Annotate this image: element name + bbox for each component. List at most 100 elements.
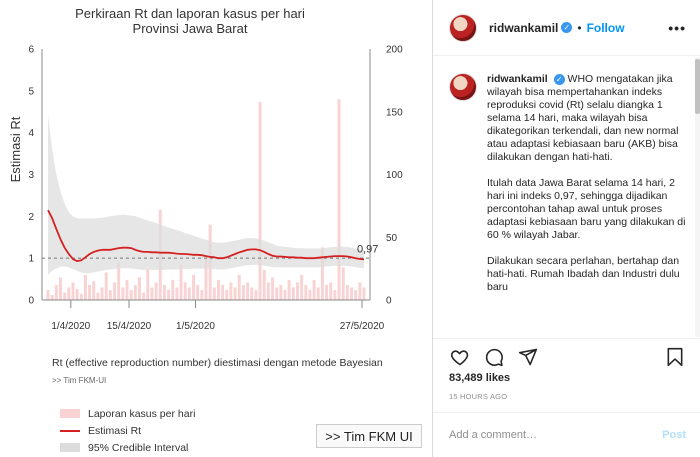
case-bar xyxy=(113,282,117,300)
y2-tick-label: 0 xyxy=(386,296,392,307)
separator-dot: • xyxy=(577,20,582,35)
caption-comment: ridwankamil ✓ WHO mengatakan jika wilaya… xyxy=(449,73,687,294)
case-bar xyxy=(237,274,241,300)
verified-icon: ✓ xyxy=(561,22,573,33)
case-bar xyxy=(233,287,237,300)
comment-input[interactable] xyxy=(449,429,649,441)
case-bar xyxy=(117,262,121,300)
share-icon[interactable] xyxy=(517,346,539,368)
y-tick-label: 4 xyxy=(28,128,34,139)
case-bar xyxy=(71,282,75,300)
more-options-button[interactable]: ••• xyxy=(668,19,686,36)
legend-swatch-ci xyxy=(60,443,80,452)
case-bar xyxy=(275,287,279,300)
case-bar xyxy=(320,247,324,300)
x-tick-label: 15/4/2020 xyxy=(107,321,152,332)
last-value-label: 0,97 xyxy=(357,243,378,255)
case-bar xyxy=(58,277,62,300)
case-bar xyxy=(246,282,250,300)
y-axis-label: Estimasi Rt xyxy=(8,116,23,182)
legend-swatch-cases xyxy=(60,409,80,418)
case-bar xyxy=(358,282,362,300)
chart-title-line2: Provinsi Jawa Barat xyxy=(132,21,248,36)
post-header: ridwankamil ✓ • Follow ••• xyxy=(433,0,700,56)
header-username[interactable]: ridwankamil xyxy=(489,20,559,35)
case-bar xyxy=(241,284,245,300)
case-bar xyxy=(183,282,187,300)
legend-label-rt: Estimasi Rt xyxy=(88,424,142,437)
caption-verified-icon: ✓ xyxy=(553,74,565,85)
case-bar xyxy=(137,277,141,300)
case-bar xyxy=(312,279,316,300)
y-tick-label: 1 xyxy=(28,254,34,265)
case-bar xyxy=(142,292,146,300)
case-bar xyxy=(125,279,129,300)
scrollbar-thumb[interactable] xyxy=(695,59,700,114)
y-tick-label: 0 xyxy=(28,296,34,307)
ci-band xyxy=(48,115,364,275)
avatar[interactable] xyxy=(449,13,477,42)
post-comment-button[interactable]: Post xyxy=(662,429,686,441)
legend-item-rt: Estimasi Rt xyxy=(60,422,195,439)
case-bar xyxy=(100,287,104,300)
case-bar xyxy=(154,282,158,300)
caption-scrollbar[interactable] xyxy=(695,57,700,337)
case-bar xyxy=(362,287,366,300)
case-bar xyxy=(133,284,137,300)
case-bar xyxy=(192,274,196,300)
case-bar xyxy=(79,293,83,300)
case-bar xyxy=(171,279,175,300)
heart-icon[interactable] xyxy=(449,346,471,368)
legend-label-ci: 95% Credible Interval xyxy=(88,441,189,454)
case-bar xyxy=(96,292,100,300)
follow-button[interactable]: Follow xyxy=(586,20,625,35)
case-bar xyxy=(254,289,258,300)
case-bar xyxy=(179,264,183,300)
caption-paragraph-3: Dilakukan secara perlahan, bertahap dan … xyxy=(487,255,680,293)
case-bar xyxy=(325,284,329,300)
case-bar xyxy=(200,289,204,300)
case-bar xyxy=(295,282,299,300)
case-bar xyxy=(262,269,266,300)
caption-username[interactable]: ridwankamil xyxy=(487,73,548,85)
case-bar xyxy=(212,287,216,300)
caption-avatar[interactable] xyxy=(449,73,477,101)
y-tick-label: 6 xyxy=(28,45,34,56)
caption-area[interactable]: ridwankamil ✓ WHO mengatakan jika wilaya… xyxy=(433,57,695,337)
case-bar xyxy=(75,288,79,300)
tim-fkm-badge: >> Tim FKM UI xyxy=(316,424,422,448)
y-tick-label: 3 xyxy=(28,170,34,181)
comment-icon[interactable] xyxy=(483,346,505,368)
rt-line xyxy=(47,209,365,263)
bookmark-icon[interactable] xyxy=(664,346,686,368)
case-bar xyxy=(329,282,333,300)
case-bar xyxy=(88,284,92,300)
case-bar xyxy=(121,287,125,300)
case-bar xyxy=(316,287,320,300)
case-bar xyxy=(221,284,225,300)
case-bar xyxy=(162,284,166,300)
case-bar xyxy=(250,287,254,300)
case-bar xyxy=(92,281,96,300)
x-tick-label: 1/4/2020 xyxy=(51,321,90,332)
case-bar xyxy=(354,289,358,300)
case-bar xyxy=(54,284,58,300)
legend-swatch-rt xyxy=(60,429,80,432)
case-bar xyxy=(258,101,262,301)
case-bar xyxy=(304,284,308,300)
chart-caption: Rt (effective reproduction number) diest… xyxy=(52,357,383,369)
case-bar xyxy=(129,289,133,300)
y2-tick-label: 150 xyxy=(386,107,403,118)
case-bar xyxy=(345,284,349,300)
case-bar xyxy=(266,282,270,300)
case-bar xyxy=(146,269,150,300)
case-bar xyxy=(287,279,291,300)
likes-count[interactable]: 83,489 likes xyxy=(449,372,511,384)
case-bar xyxy=(271,277,275,300)
post-timestamp[interactable]: 15 HOURS AGO xyxy=(449,392,508,401)
case-bar xyxy=(341,267,345,300)
case-bar xyxy=(108,289,112,300)
y2-tick-label: 100 xyxy=(386,170,403,181)
post-sidebar: ridwankamil ✓ • Follow ••• ridwankamil ✓… xyxy=(433,0,700,457)
